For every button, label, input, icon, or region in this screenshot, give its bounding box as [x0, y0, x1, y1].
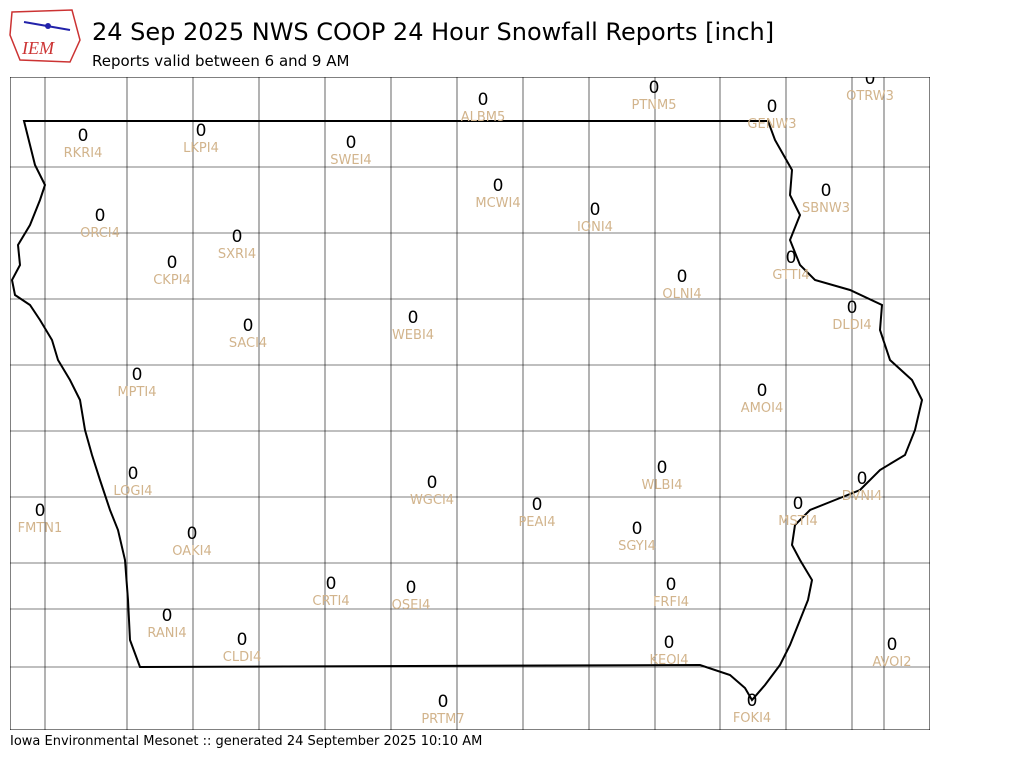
station-id: AVOI2	[872, 655, 911, 670]
station-value: 0	[128, 464, 139, 484]
station-value: 0	[666, 575, 677, 595]
station-id: WLBI4	[641, 478, 682, 493]
station-value: 0	[677, 267, 688, 287]
station-value: 0	[438, 692, 449, 712]
station-value: 0	[632, 519, 643, 539]
station-value: 0	[237, 630, 248, 650]
station-id: ALBM5	[461, 110, 506, 125]
station-value: 0	[326, 574, 337, 594]
station-id: MSTI4	[778, 514, 818, 529]
station-id: LOGI4	[113, 484, 152, 499]
station-id: CRTI4	[312, 594, 349, 609]
station-id: WEBI4	[392, 328, 434, 343]
station-value: 0	[478, 90, 489, 110]
logo-text: IEM	[21, 38, 55, 58]
station-id: RKRI4	[64, 146, 103, 161]
station-value: 0	[847, 298, 858, 318]
station-id: PEAI4	[518, 515, 555, 530]
station-value: 0	[747, 691, 758, 711]
station-id: DLDI4	[832, 318, 871, 333]
station-value: 0	[767, 97, 778, 117]
station-value: 0	[793, 494, 804, 514]
station-value: 0	[427, 473, 438, 493]
station-id: SGYI4	[618, 539, 656, 554]
station-value: 0	[649, 78, 660, 98]
station-id: LKPI4	[183, 141, 219, 156]
station-value: 0	[346, 133, 357, 153]
station-id: OAKI4	[172, 544, 212, 559]
station-id: GENW3	[747, 117, 796, 132]
station-id: OSEI4	[392, 598, 431, 613]
station-value: 0	[95, 206, 106, 226]
station-value: 0	[162, 606, 173, 626]
station-value: 0	[657, 458, 668, 478]
station-id: SACI4	[229, 336, 267, 351]
station-id: DVNI4	[842, 489, 883, 504]
station-id: KEOI4	[649, 653, 688, 668]
station-id: SWEI4	[330, 153, 371, 168]
station-value: 0	[132, 365, 143, 385]
station-id: AMOI4	[741, 401, 783, 416]
station-value: 0	[196, 121, 207, 141]
station-value: 0	[865, 69, 876, 89]
station-value: 0	[757, 381, 768, 401]
station-value: 0	[664, 633, 675, 653]
station-id: FRFI4	[653, 595, 689, 610]
station-id: FMTN1	[18, 521, 63, 536]
station-id: MPTI4	[117, 385, 156, 400]
station-id: PRTM7	[421, 712, 464, 727]
station-value: 0	[786, 248, 797, 268]
station-id: CKPI4	[153, 273, 191, 288]
station-id: ORCI4	[80, 226, 120, 241]
station-value: 0	[493, 176, 504, 196]
station-id: OLNI4	[662, 287, 701, 302]
station-id: OTRW3	[846, 89, 894, 104]
logo: IEM	[9, 9, 81, 63]
station-id: IONI4	[577, 220, 613, 235]
station-value: 0	[408, 308, 419, 328]
station-value: 0	[590, 200, 601, 220]
station-value: 0	[406, 578, 417, 598]
station-id: CLDI4	[223, 650, 261, 665]
station-id: MCWI4	[475, 196, 520, 211]
footer: Iowa Environmental Mesonet :: generated …	[10, 734, 482, 749]
state-boundary	[10, 120, 924, 702]
station-value: 0	[187, 524, 198, 544]
station-value: 0	[857, 469, 868, 489]
station-value: 0	[232, 227, 243, 247]
title: 24 Sep 2025 NWS COOP 24 Hour Snowfall Re…	[92, 18, 774, 46]
subtitle: Reports valid between 6 and 9 AM	[92, 52, 349, 70]
station-value: 0	[243, 316, 254, 336]
station-id: FOKI4	[733, 711, 771, 726]
station-value: 0	[167, 253, 178, 273]
station-value: 0	[887, 635, 898, 655]
station-id: PTNM5	[632, 98, 677, 113]
station-value: 0	[35, 501, 46, 521]
station-value: 0	[78, 126, 89, 146]
station-id: RANI4	[147, 626, 186, 641]
station-value: 0	[532, 495, 543, 515]
station-id: SBNW3	[802, 201, 850, 216]
station-id: SXRI4	[218, 247, 256, 262]
station-id: WGCI4	[410, 493, 454, 508]
station-id: GTTI4	[772, 268, 809, 283]
station-value: 0	[821, 181, 832, 201]
